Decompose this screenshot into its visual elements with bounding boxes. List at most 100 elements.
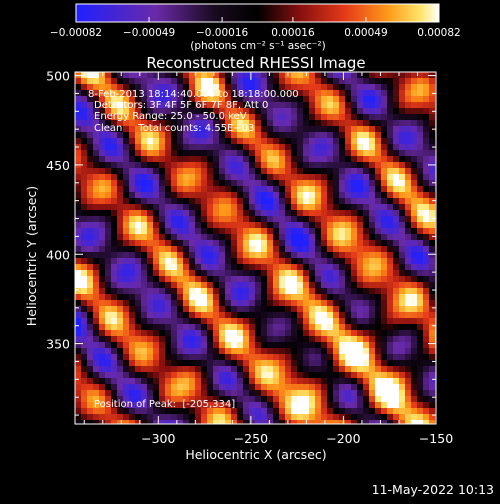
heatmap-cell <box>369 174 376 181</box>
heatmap-cell <box>309 402 316 409</box>
heatmap-cell <box>201 210 208 217</box>
heatmap-cell <box>213 96 220 103</box>
heatmap-cell <box>267 126 274 133</box>
heatmap-cell <box>285 354 292 361</box>
heatmap-cell <box>393 144 400 151</box>
heatmap-cell <box>249 258 256 265</box>
heatmap-cell <box>165 174 172 181</box>
heatmap-cell <box>243 204 250 211</box>
heatmap-cell <box>321 192 328 199</box>
heatmap-cell <box>171 264 178 271</box>
heatmap-cell <box>399 126 406 133</box>
heatmap-cell <box>369 150 376 157</box>
heatmap-cell <box>291 420 298 424</box>
heatmap-cell <box>351 240 358 247</box>
heatmap-cell <box>423 378 430 385</box>
heatmap-cell <box>111 72 118 79</box>
heatmap-cell <box>327 168 334 175</box>
heatmap-cell <box>303 180 310 187</box>
heatmap-cell <box>417 162 424 169</box>
heatmap-cell <box>117 222 124 229</box>
heatmap-cell <box>189 414 196 421</box>
heatmap-cell <box>417 120 424 127</box>
heatmap-cell <box>399 402 406 409</box>
heatmap-cell <box>231 378 238 385</box>
heatmap-cell <box>345 402 352 409</box>
heatmap-cell <box>147 234 154 241</box>
heatmap-cell <box>99 228 106 235</box>
heatmap-cell <box>375 294 382 301</box>
heatmap-cell <box>291 240 298 247</box>
heatmap-cell <box>153 138 160 145</box>
heatmap-cell <box>87 180 94 187</box>
heatmap-cell <box>375 348 382 355</box>
heatmap-cell <box>351 264 358 271</box>
heatmap-cell <box>279 366 286 373</box>
heatmap-cell <box>357 252 364 259</box>
heatmap-cell <box>123 288 130 295</box>
heatmap-cell <box>423 390 430 397</box>
heatmap-cell <box>117 180 124 187</box>
plot-frame <box>74 71 437 425</box>
heatmap-cell <box>309 342 316 349</box>
heatmap-cell <box>195 138 202 145</box>
heatmap-cell <box>327 192 334 199</box>
heatmap-cell <box>291 282 298 289</box>
heatmap-cell <box>237 420 244 424</box>
heatmap-cell <box>87 336 94 343</box>
heatmap-cell <box>429 228 436 235</box>
heatmap-cell <box>273 402 280 409</box>
heatmap-cell <box>357 120 364 127</box>
heatmap-cell <box>117 294 124 301</box>
heatmap-cell <box>177 114 184 121</box>
heatmap-cell <box>87 414 94 421</box>
heatmap-cell <box>273 174 280 181</box>
heatmap-cell <box>231 198 238 205</box>
heatmap-cell <box>357 324 364 331</box>
heatmap-cell <box>177 300 184 307</box>
heatmap-cell <box>309 240 316 247</box>
heatmap-cell <box>129 132 136 139</box>
heatmap-cell <box>303 354 310 361</box>
heatmap-cell <box>423 246 430 253</box>
heatmap-cell <box>183 78 190 85</box>
heatmap-cell <box>231 90 238 97</box>
heatmap-cell <box>255 300 262 307</box>
heatmap-cell <box>207 132 214 139</box>
heatmap-cell <box>225 108 232 115</box>
heatmap-cell <box>261 78 268 85</box>
heatmap-cell <box>237 156 244 163</box>
heatmap-cell <box>207 330 214 337</box>
heatmap-cell <box>291 276 298 283</box>
heatmap-cell <box>405 180 412 187</box>
footer-timestamp: 11-May-2022 10:13 <box>372 482 494 497</box>
heatmap-cell <box>237 120 244 127</box>
heatmap-cell <box>123 402 130 409</box>
heatmap-cell <box>423 306 430 313</box>
heatmap-cell <box>231 168 238 175</box>
heatmap-cell <box>381 204 388 211</box>
heatmap-cell <box>81 360 88 367</box>
heatmap-cell <box>243 216 250 223</box>
heatmap-cell <box>87 306 94 313</box>
heatmap-cell <box>417 144 424 151</box>
heatmap-cell <box>387 294 394 301</box>
heatmap-cell <box>111 144 118 151</box>
heatmap-cell <box>315 198 322 205</box>
heatmap-cell <box>375 366 382 373</box>
heatmap-cell <box>351 420 358 424</box>
heatmap-cell <box>207 408 214 415</box>
heatmap-cell <box>327 270 334 277</box>
heatmap-cell <box>243 252 250 259</box>
heatmap-cell <box>309 270 316 277</box>
heatmap-cell <box>75 420 82 424</box>
heatmap-cell <box>93 72 100 79</box>
heatmap-cell <box>327 96 334 103</box>
heatmap-cell <box>279 204 286 211</box>
heatmap-cell <box>183 246 190 253</box>
heatmap-cell <box>165 390 172 397</box>
heatmap-cell <box>405 306 412 313</box>
heatmap-cell <box>255 156 262 163</box>
heatmap-cell <box>117 138 124 145</box>
